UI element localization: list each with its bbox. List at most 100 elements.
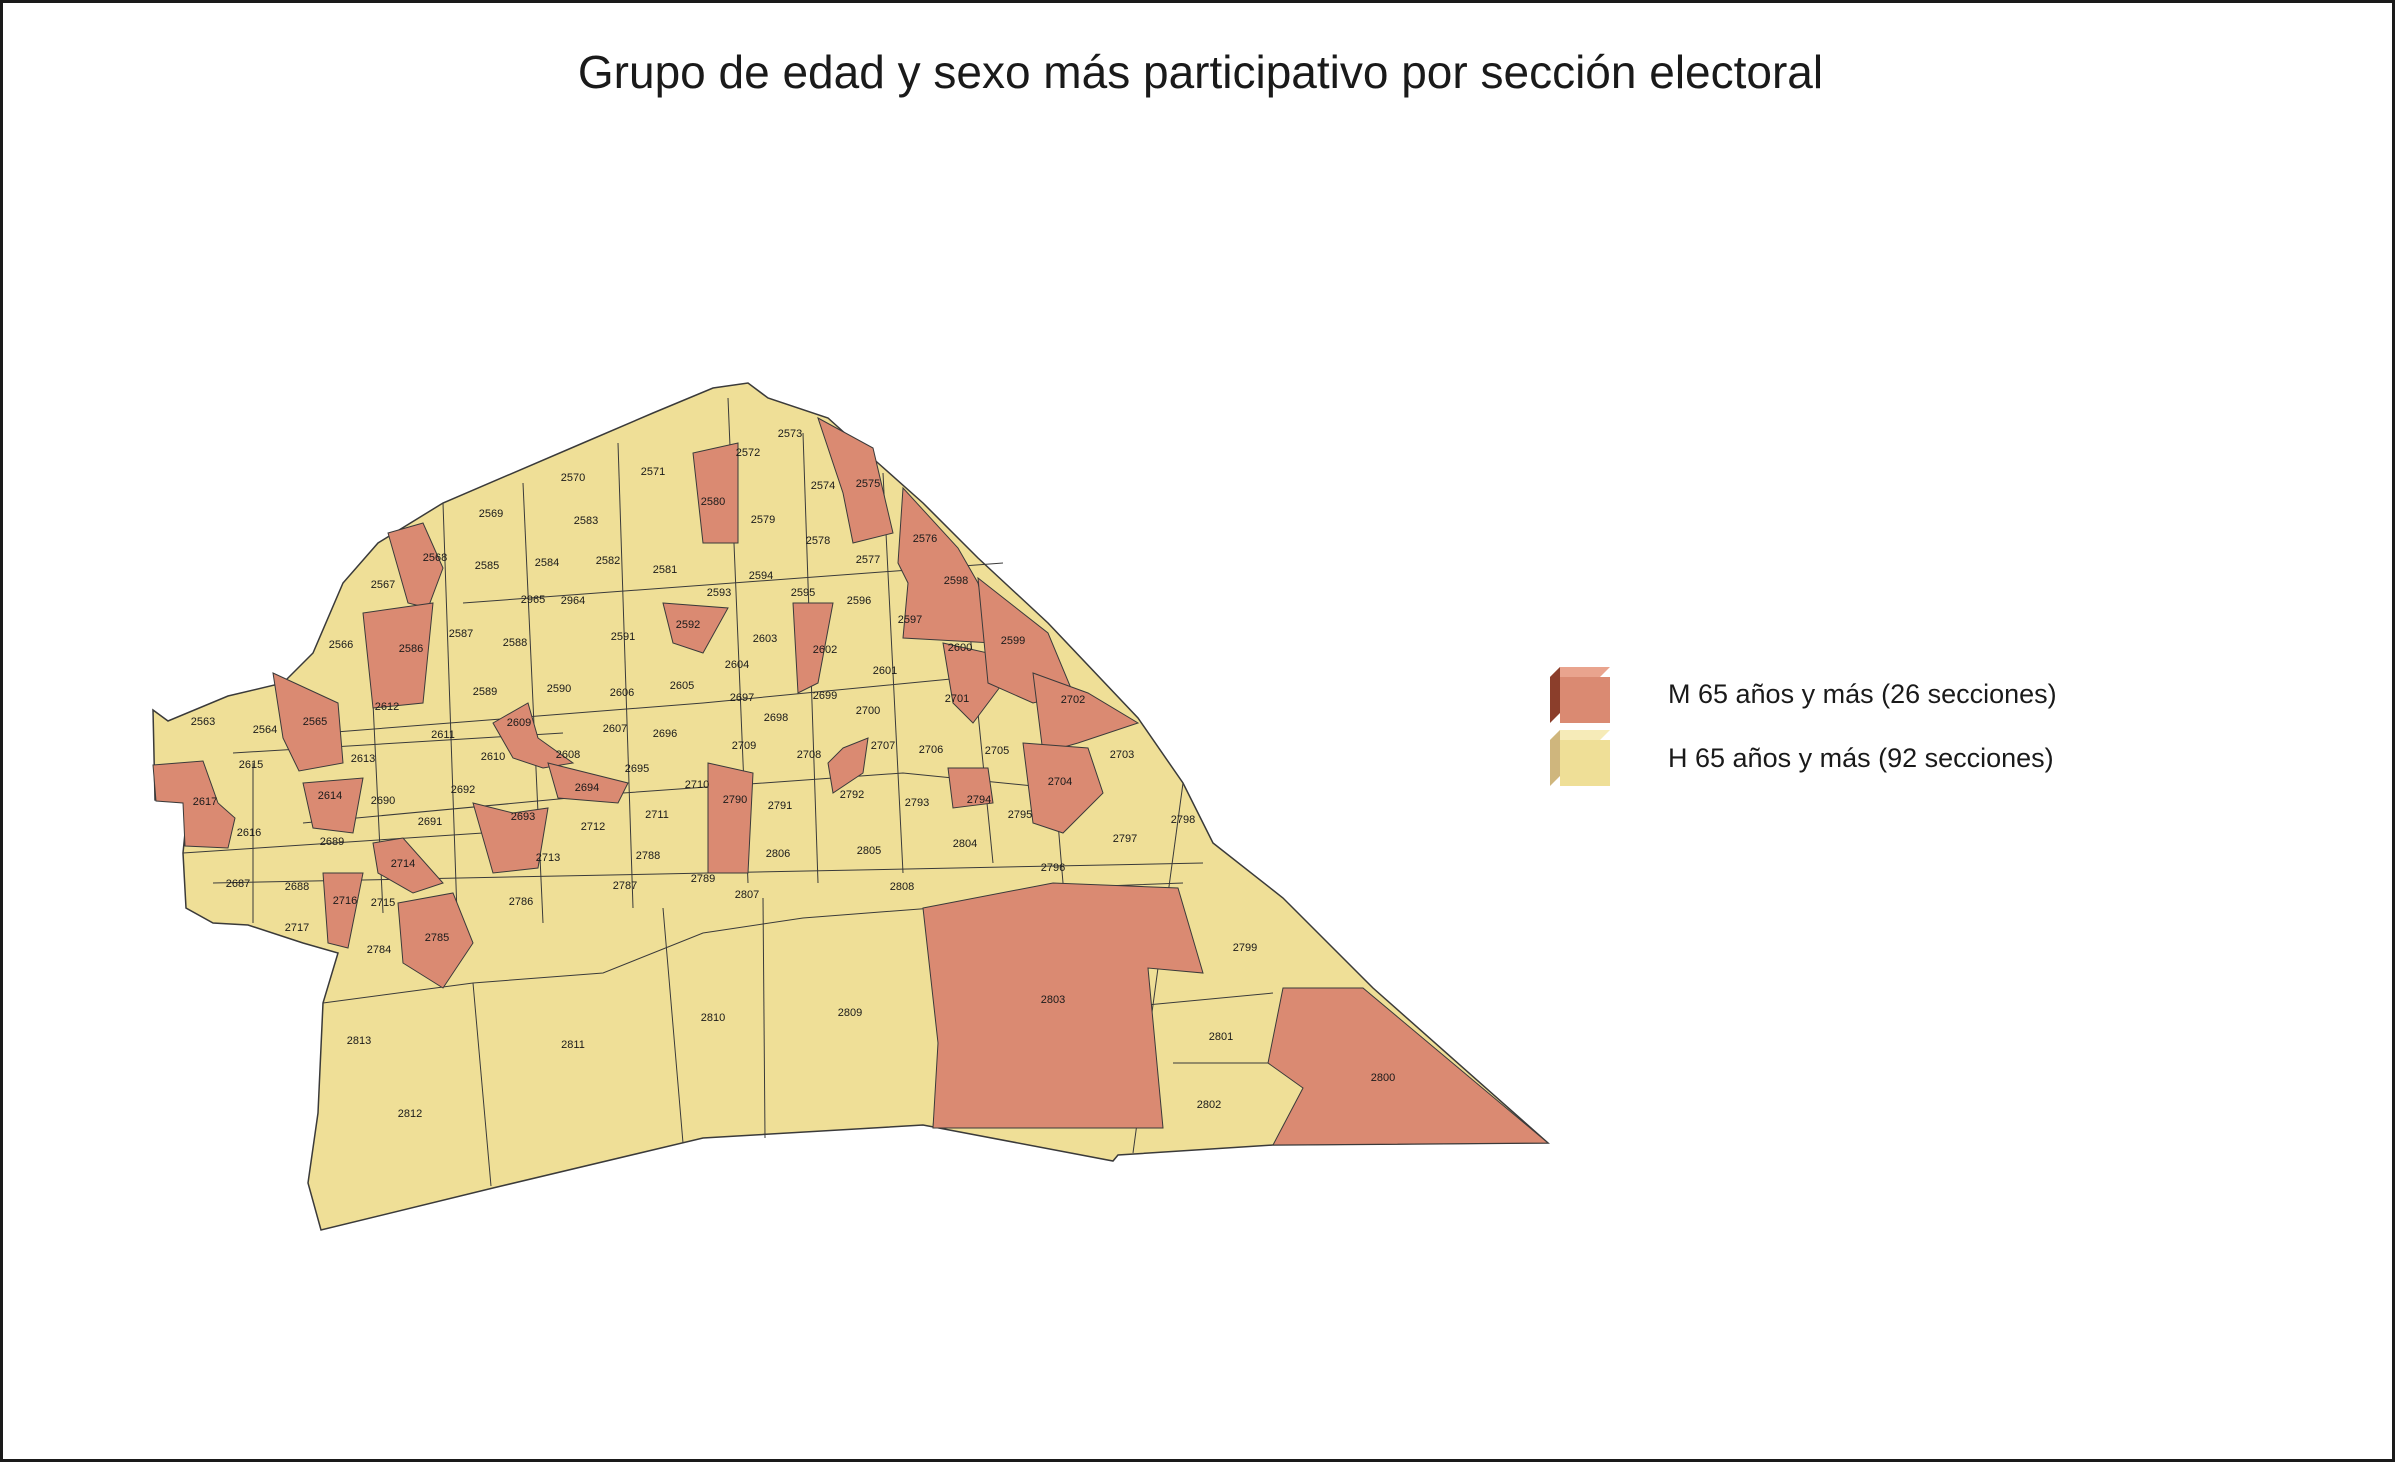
- section-label-2687: 2687: [226, 878, 250, 890]
- section-label-2592: 2592: [676, 619, 700, 631]
- section-label-2797: 2797: [1113, 833, 1137, 845]
- section-label-2569: 2569: [479, 508, 503, 520]
- section-label-2787: 2787: [613, 880, 637, 892]
- section-label-2799: 2799: [1233, 942, 1257, 954]
- section-label-2612: 2612: [375, 701, 399, 713]
- section-label-2702: 2702: [1061, 694, 1085, 706]
- section-label-2697: 2697: [730, 692, 754, 704]
- section-label-2806: 2806: [766, 848, 790, 860]
- section-label-2964: 2964: [561, 595, 585, 607]
- section-label-2585: 2585: [475, 560, 499, 572]
- section-label-2600: 2600: [948, 642, 972, 654]
- section-label-2801: 2801: [1209, 1031, 1233, 1043]
- section-label-2581: 2581: [653, 564, 677, 576]
- section-label-2593: 2593: [707, 587, 731, 599]
- section-label-2713: 2713: [536, 852, 560, 864]
- section-label-2609: 2609: [507, 717, 531, 729]
- section-label-2575: 2575: [856, 478, 880, 490]
- section-label-2706: 2706: [919, 744, 943, 756]
- section-label-2696: 2696: [653, 728, 677, 740]
- section-label-2701: 2701: [945, 693, 969, 705]
- section-label-2577: 2577: [856, 554, 880, 566]
- section-label-2568: 2568: [423, 552, 447, 564]
- section-label-2595: 2595: [791, 587, 815, 599]
- section-label-2611: 2611: [431, 729, 455, 741]
- section-label-2576: 2576: [913, 533, 937, 545]
- section-label-2610: 2610: [481, 751, 505, 763]
- section-label-2789: 2789: [691, 873, 715, 885]
- section-label-2582: 2582: [596, 555, 620, 567]
- section-label-2588: 2588: [503, 637, 527, 649]
- section-label-2786: 2786: [509, 896, 533, 908]
- section-label-2795: 2795: [1008, 809, 1032, 821]
- section-label-2563: 2563: [191, 716, 215, 728]
- section-label-2584: 2584: [535, 557, 559, 569]
- section-label-2570: 2570: [561, 472, 585, 484]
- section-label-2586: 2586: [399, 643, 423, 655]
- section-label-2572: 2572: [736, 447, 760, 459]
- section-label-2785: 2785: [425, 932, 449, 944]
- section-label-2614: 2614: [318, 790, 342, 802]
- section-label-2579: 2579: [751, 514, 775, 526]
- legend-swatch-m-icon: [1550, 667, 1610, 723]
- section-label-2699: 2699: [813, 690, 837, 702]
- section-label-2606: 2606: [610, 687, 634, 699]
- section-label-2613: 2613: [351, 753, 375, 765]
- section-label-2793: 2793: [905, 797, 929, 809]
- section-label-2707: 2707: [871, 740, 895, 752]
- section-labels: 2563 2564 2565 2566 2567 2568 2569 2570 2571 2572…: [191, 428, 1395, 1120]
- section-label-2597: 2597: [898, 614, 922, 626]
- section-label-2604: 2604: [725, 659, 749, 671]
- section-label-2796: 2796: [1041, 862, 1065, 874]
- section-label-2617: 2617: [193, 796, 217, 808]
- highlighted-sections: [152, 416, 1550, 1146]
- section-label-2590: 2590: [547, 683, 571, 695]
- section-label-2708: 2708: [797, 749, 821, 761]
- section-label-2714: 2714: [391, 858, 415, 870]
- section-label-2594: 2594: [749, 570, 773, 582]
- section-label-2578: 2578: [806, 535, 830, 547]
- section-label-2589: 2589: [473, 686, 497, 698]
- section-label-2792: 2792: [840, 789, 864, 801]
- section-label-2693: 2693: [511, 811, 535, 823]
- section-label-2688: 2688: [285, 881, 309, 893]
- section-label-2587: 2587: [449, 628, 473, 640]
- legend-swatch-h-icon: [1550, 730, 1610, 786]
- section-label-2788: 2788: [636, 850, 660, 862]
- section-label-2574: 2574: [811, 480, 835, 492]
- section-label-2605: 2605: [670, 680, 694, 692]
- section-label-2689: 2689: [320, 836, 344, 848]
- section-label-2798: 2798: [1171, 814, 1195, 826]
- section-label-2567: 2567: [371, 579, 395, 591]
- section-label-2602: 2602: [813, 644, 837, 656]
- section-label-2810: 2810: [701, 1012, 725, 1024]
- section-label-2694: 2694: [575, 782, 599, 794]
- section-label-2704: 2704: [1048, 776, 1072, 788]
- section-label-2784: 2784: [367, 944, 391, 956]
- section-label-2601: 2601: [873, 665, 897, 677]
- section-label-2695: 2695: [625, 763, 649, 775]
- section-label-2808: 2808: [890, 881, 914, 893]
- section-label-2700: 2700: [856, 705, 880, 717]
- section-label-2812: 2812: [398, 1108, 422, 1120]
- section-label-2794: 2794: [967, 794, 991, 806]
- section-label-2615: 2615: [239, 759, 263, 771]
- section-label-2807: 2807: [735, 889, 759, 901]
- section-label-2965: 2965: [521, 594, 545, 606]
- section-label-2800: 2800: [1371, 1072, 1395, 1084]
- section-label-2804: 2804: [953, 838, 977, 850]
- section-label-2603: 2603: [753, 633, 777, 645]
- section-label-2790: 2790: [723, 794, 747, 806]
- section-label-2711: 2711: [645, 809, 669, 821]
- section-label-2573: 2573: [778, 428, 802, 440]
- section-label-2710: 2710: [685, 779, 709, 791]
- section-label-2811: 2811: [561, 1039, 585, 1051]
- section-label-2565: 2565: [303, 716, 327, 728]
- section-label-2616: 2616: [237, 827, 261, 839]
- section-label-2813: 2813: [347, 1035, 371, 1047]
- section-label-2608: 2608: [556, 749, 580, 761]
- section-label-2802: 2802: [1197, 1099, 1221, 1111]
- legend-label-h: H 65 años y más (92 secciones): [1668, 743, 2054, 773]
- section-label-2591: 2591: [611, 631, 635, 643]
